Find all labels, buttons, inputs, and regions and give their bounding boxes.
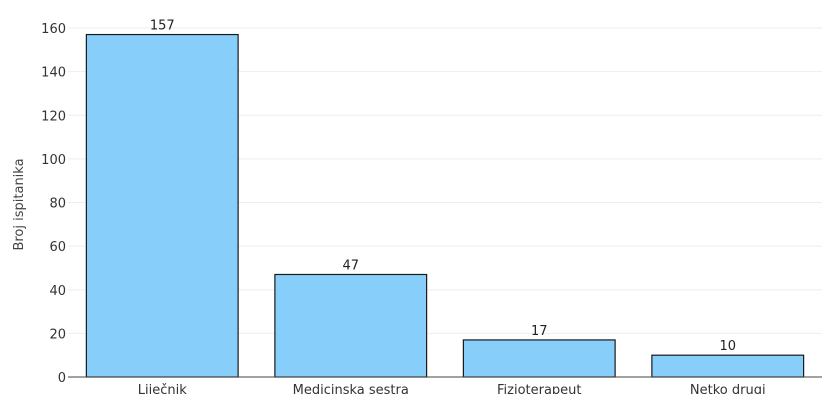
data-label: 17 <box>531 324 548 339</box>
y-tick-label: 20 <box>49 327 66 342</box>
y-tick-labels: 0 20 40 60 80 100 120 140 160 <box>41 22 66 386</box>
y-tick-label: 80 <box>49 197 66 212</box>
y-tick-label: 0 <box>58 371 66 386</box>
bars <box>85 33 805 378</box>
data-label: 157 <box>150 19 175 34</box>
bar <box>462 339 616 378</box>
bar <box>274 273 428 378</box>
x-tick-label: Liječnik <box>138 383 187 394</box>
y-tick-label: 140 <box>41 66 66 81</box>
x-tick-label: Fizioterapeut <box>497 383 582 394</box>
data-label: 10 <box>719 339 736 354</box>
y-axis-title: Broj ispitanika <box>12 158 27 250</box>
data-label: 47 <box>342 258 359 273</box>
bar <box>651 354 805 378</box>
bar <box>85 33 239 378</box>
data-labels: 157 47 17 10 <box>150 19 736 355</box>
x-tick-labels: Liječnik Medicinska sestra Fizioterapeut Ne… <box>138 383 766 394</box>
y-tick-label: 120 <box>41 109 66 124</box>
y-tick-label: 100 <box>41 153 66 168</box>
y-tick-label: 40 <box>49 284 66 299</box>
y-tick-label: 160 <box>41 22 66 37</box>
x-tick-label: Medicinska sestra <box>293 383 409 394</box>
y-tick-label: 60 <box>49 240 66 255</box>
x-tick-label: Netko drugi <box>690 383 766 394</box>
